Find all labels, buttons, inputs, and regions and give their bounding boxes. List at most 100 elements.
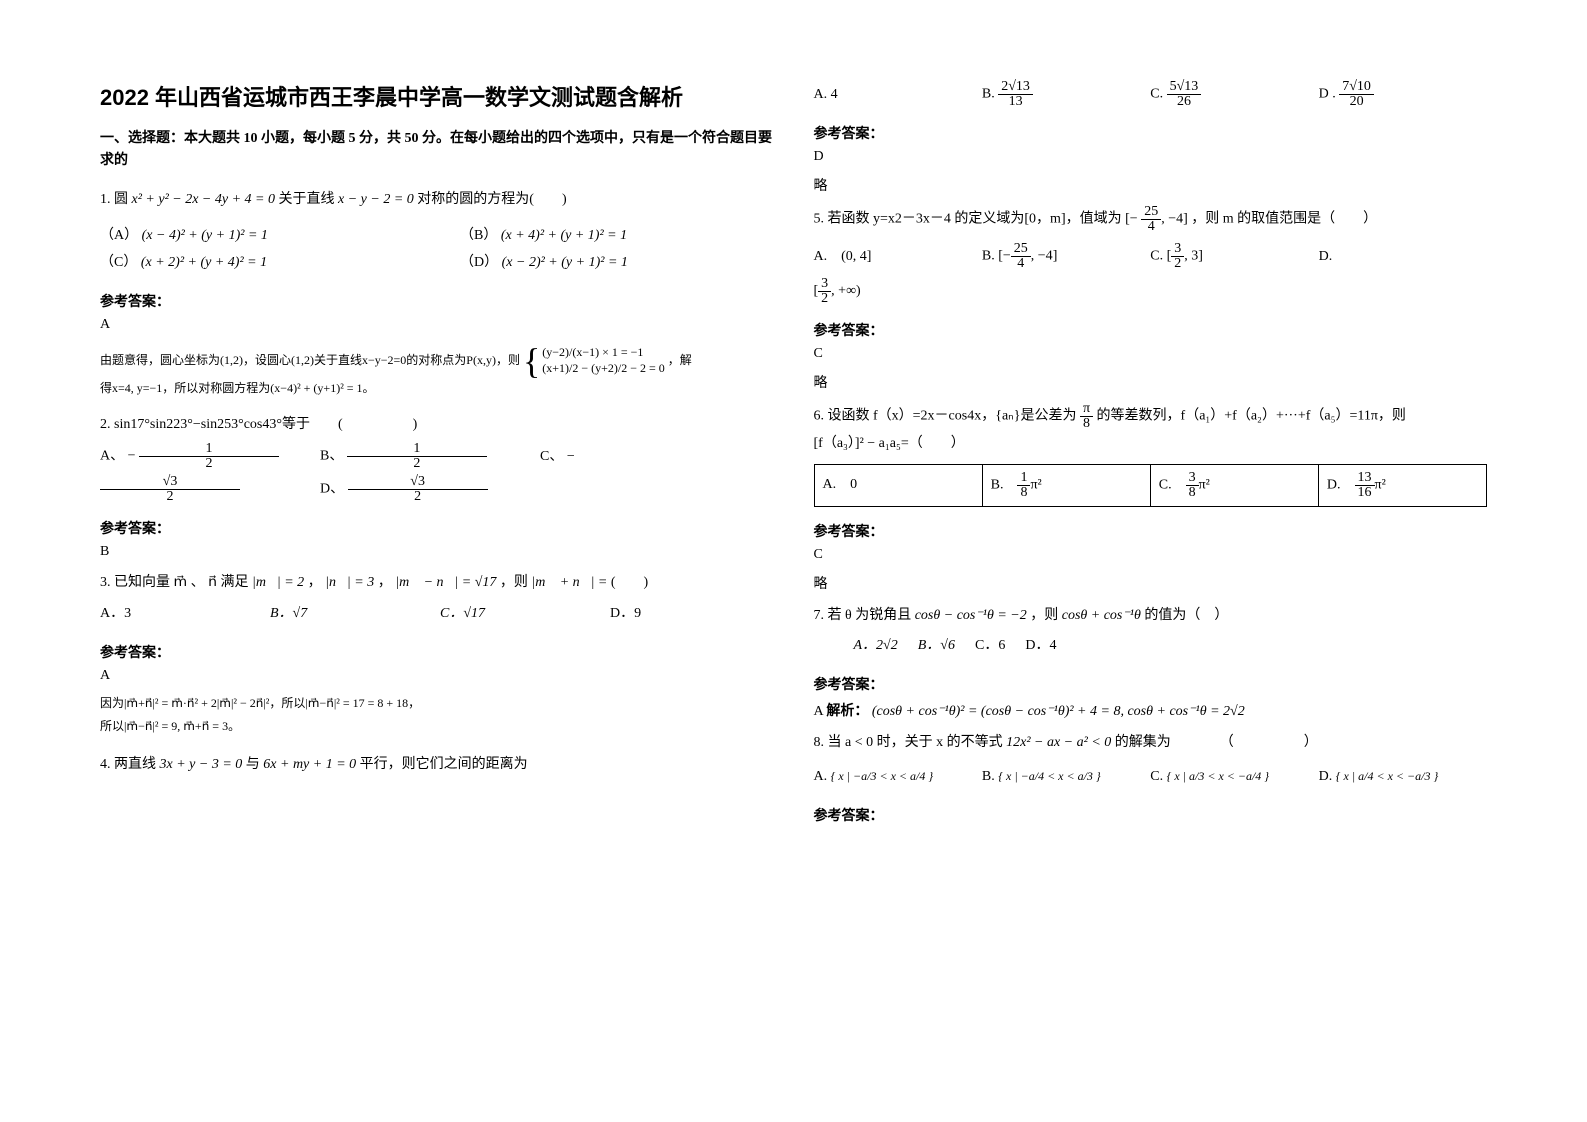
q2-B-num: 1 bbox=[347, 442, 487, 457]
q5-pre: 5. 若函数 y=x2－3x－4 的定义域为[0，m]，值域为 bbox=[814, 212, 1122, 227]
q1-expl-line2: 得x=4, y=−1，所以对称圆方程为(x−4)² + (y+1)² = 1。 bbox=[100, 381, 375, 395]
q7-ans: A bbox=[814, 704, 823, 719]
q1-pre: 1. 圆 bbox=[100, 192, 128, 207]
q4-A: A. 4 bbox=[814, 82, 982, 109]
q1-B-label: （B） bbox=[460, 228, 497, 243]
q7-answer-line: A 解析： (cosθ + cos⁻¹θ)² = (cosθ − cos⁻¹θ)… bbox=[814, 700, 1488, 720]
q6-D-s: π² bbox=[1375, 477, 1386, 492]
q6-ref-label: 参考答案： bbox=[814, 521, 1488, 541]
q2-C-label: C、 bbox=[540, 449, 563, 464]
q1-tail: 对称的圆的方程为( ) bbox=[417, 192, 566, 207]
q6-C-n: 3 bbox=[1186, 471, 1199, 486]
q6-row2: [f（a₃）]² − a₁a₅=（ ） bbox=[814, 436, 965, 451]
q7-B: B．√6 bbox=[918, 633, 955, 660]
q6-pre: 6. 设函数 f（x）=2x－cos4x，{aₙ}是公差为 bbox=[814, 409, 1077, 424]
left-column: 2022 年山西省运城市西王李晨中学高一数学文测试题含解析 一、选择题：本大题共… bbox=[100, 80, 774, 1092]
q2-C-text: − bbox=[567, 449, 575, 464]
q8-C: { x | a/3 < x < −a/4 } bbox=[1167, 769, 1270, 783]
q7-eq1: cosθ − cos⁻¹θ = −2 bbox=[915, 608, 1027, 623]
q8-A: { x | −a/3 < x < a/4 } bbox=[831, 769, 934, 783]
q1-explanation: 由题意得，圆心坐标为(1,2)，设圆心(1,2)关于直线x−y−2=0的对称点为… bbox=[100, 343, 774, 398]
exam-title: 2022 年山西省运城市西王李晨中学高一数学文测试题含解析 bbox=[100, 80, 774, 112]
q6-omit: 略 bbox=[814, 573, 1488, 593]
question-4: 4. 两直线 3x + y − 3 = 0 与 6x + my + 1 = 0 … bbox=[100, 752, 774, 779]
question-3: 3. 已知向量 m⃗ 、 n⃗ 满足 |m⃗| = 2 ， |n⃗| = 3 ，… bbox=[100, 570, 774, 627]
q3-s3: ，则 bbox=[500, 575, 528, 590]
q8-pre: 8. 当 a < 0 时，关于 x 的不等式 bbox=[814, 735, 1003, 750]
q4-D-label: D . bbox=[1319, 87, 1336, 102]
q8-ref-label: 参考答案： bbox=[814, 805, 1488, 825]
q3-c1: |m⃗| = 2 bbox=[252, 575, 304, 590]
q6-C-s: π² bbox=[1199, 477, 1210, 492]
question-2: 2. sin17°sin223°−sin253°cos43°等于 ( ) A、 … bbox=[100, 412, 774, 505]
q5-rb: −4 bbox=[1168, 212, 1183, 227]
q4-eq1: 3x + y − 3 = 0 bbox=[160, 757, 243, 772]
q8-D: { x | a/4 < x < −a/3 } bbox=[1336, 769, 1439, 783]
q4-B-num: 2√13 bbox=[998, 80, 1033, 95]
q1-C-label: （C） bbox=[100, 255, 137, 270]
q5-C-hi: 3 bbox=[1191, 249, 1198, 264]
section-1-head: 一、选择题：本大题共 10 小题，每小题 5 分，共 50 分。在每小题给出的四… bbox=[100, 128, 774, 173]
q4-answer: D bbox=[814, 149, 1488, 165]
q4-D-num: 7√10 bbox=[1339, 80, 1374, 95]
q1-C: (x + 2)² + (y + 4)² = 1 bbox=[141, 255, 267, 270]
q6-B-l: B. bbox=[991, 477, 1004, 492]
q6-C-d: 8 bbox=[1186, 486, 1199, 500]
question-4-options: A. 4 B. 2√1313 C. 5√1326 D . 7√1020 bbox=[814, 80, 1488, 109]
q5-B-label: B. bbox=[982, 249, 995, 264]
q1-answer: A bbox=[100, 317, 774, 333]
q7-expl: (cosθ + cos⁻¹θ)² = (cosθ − cos⁻¹θ)² + 4 … bbox=[872, 704, 1245, 719]
q5-ra-neg: − bbox=[1130, 212, 1141, 227]
q2-D-den: 2 bbox=[348, 490, 488, 504]
q5-A: A. (0, 4] bbox=[814, 244, 982, 271]
q5-D2-hi: +∞) bbox=[838, 284, 861, 299]
q7-mid: ，则 bbox=[1030, 608, 1058, 623]
q5-D2-lon: 3 bbox=[818, 277, 831, 292]
q6-dn: π bbox=[1080, 402, 1093, 417]
q1-sys-eq1: (y−2)/(x−1) × 1 = −1 bbox=[542, 345, 665, 361]
q8-B: { x | −a/4 < x < a/3 } bbox=[998, 769, 1101, 783]
q3-C: C．√17 bbox=[440, 601, 580, 628]
q8-D-l: D. bbox=[1319, 769, 1333, 784]
q5-D2-lod: 2 bbox=[818, 292, 831, 306]
q5-C-label: C. bbox=[1150, 249, 1163, 264]
question-8: 8. 当 a < 0 时，关于 x 的不等式 12x² − ax − a² < … bbox=[814, 730, 1488, 791]
q4-pre: 4. 两直线 bbox=[100, 757, 156, 772]
q4-C-den: 26 bbox=[1167, 95, 1202, 109]
q3-c4: |m⃗ + n⃗| = bbox=[531, 575, 607, 590]
q2-A-num: 1 bbox=[139, 442, 279, 457]
q3-expl-1: 因为|m⃗+n⃗|² = m⃗·n⃗² + 2|m⃗|² − 2n⃗|²，所以|… bbox=[100, 694, 774, 711]
q4-B-den: 13 bbox=[998, 95, 1033, 109]
q1-A-label: （A） bbox=[100, 228, 138, 243]
q7-expl-label: 解析： bbox=[826, 704, 868, 719]
q6-B-d: 8 bbox=[1017, 486, 1030, 500]
q2-answer: B bbox=[100, 544, 774, 560]
q5-D: D. bbox=[1319, 244, 1487, 271]
q5-post: ，则 m 的取值范围是（ ） bbox=[1191, 212, 1377, 227]
q8-C-l: C. bbox=[1150, 769, 1163, 784]
q7-tail: 的值为（ ） bbox=[1144, 608, 1228, 623]
q2-C2-den: 2 bbox=[100, 490, 240, 504]
q6-option-table: A. 0 B. 18π² C. 38π² D. 1316π² bbox=[814, 464, 1488, 507]
q2-stem: 2. sin17°sin223°−sin253°cos43°等于 ( ) bbox=[100, 412, 774, 439]
q2-A-neg: − bbox=[128, 449, 139, 464]
q6-B-s: π² bbox=[1030, 477, 1041, 492]
q1-ref-label: 参考答案： bbox=[100, 291, 774, 311]
question-6: 6. 设函数 f（x）=2x－cos4x，{aₙ}是公差为 π8 的等差数列，f… bbox=[814, 402, 1488, 507]
q6-A-v: 0 bbox=[850, 477, 857, 492]
q3-c3: |m⃗ − n⃗| = √17 bbox=[395, 575, 496, 590]
q4-eq2: 6x + my + 1 = 0 bbox=[263, 757, 356, 772]
q3-B: B．√7 bbox=[270, 601, 410, 628]
q2-A-den: 2 bbox=[139, 457, 279, 471]
q5-ra-num: 25 bbox=[1141, 205, 1161, 220]
q4-C-label: C. bbox=[1150, 87, 1163, 102]
q6-C-l: C. bbox=[1159, 477, 1172, 492]
q2-D-num: √3 bbox=[348, 475, 488, 490]
q2-C2-num: √3 bbox=[100, 475, 240, 490]
q3-tail: ( ) bbox=[611, 575, 648, 590]
q3-D: D．9 bbox=[610, 601, 750, 628]
q8-tail: 的解集为 （ ） bbox=[1115, 735, 1318, 750]
q5-B-lon: 25 bbox=[1011, 242, 1031, 257]
q2-ref-label: 参考答案： bbox=[100, 518, 774, 538]
q8-B-l: B. bbox=[982, 769, 995, 784]
